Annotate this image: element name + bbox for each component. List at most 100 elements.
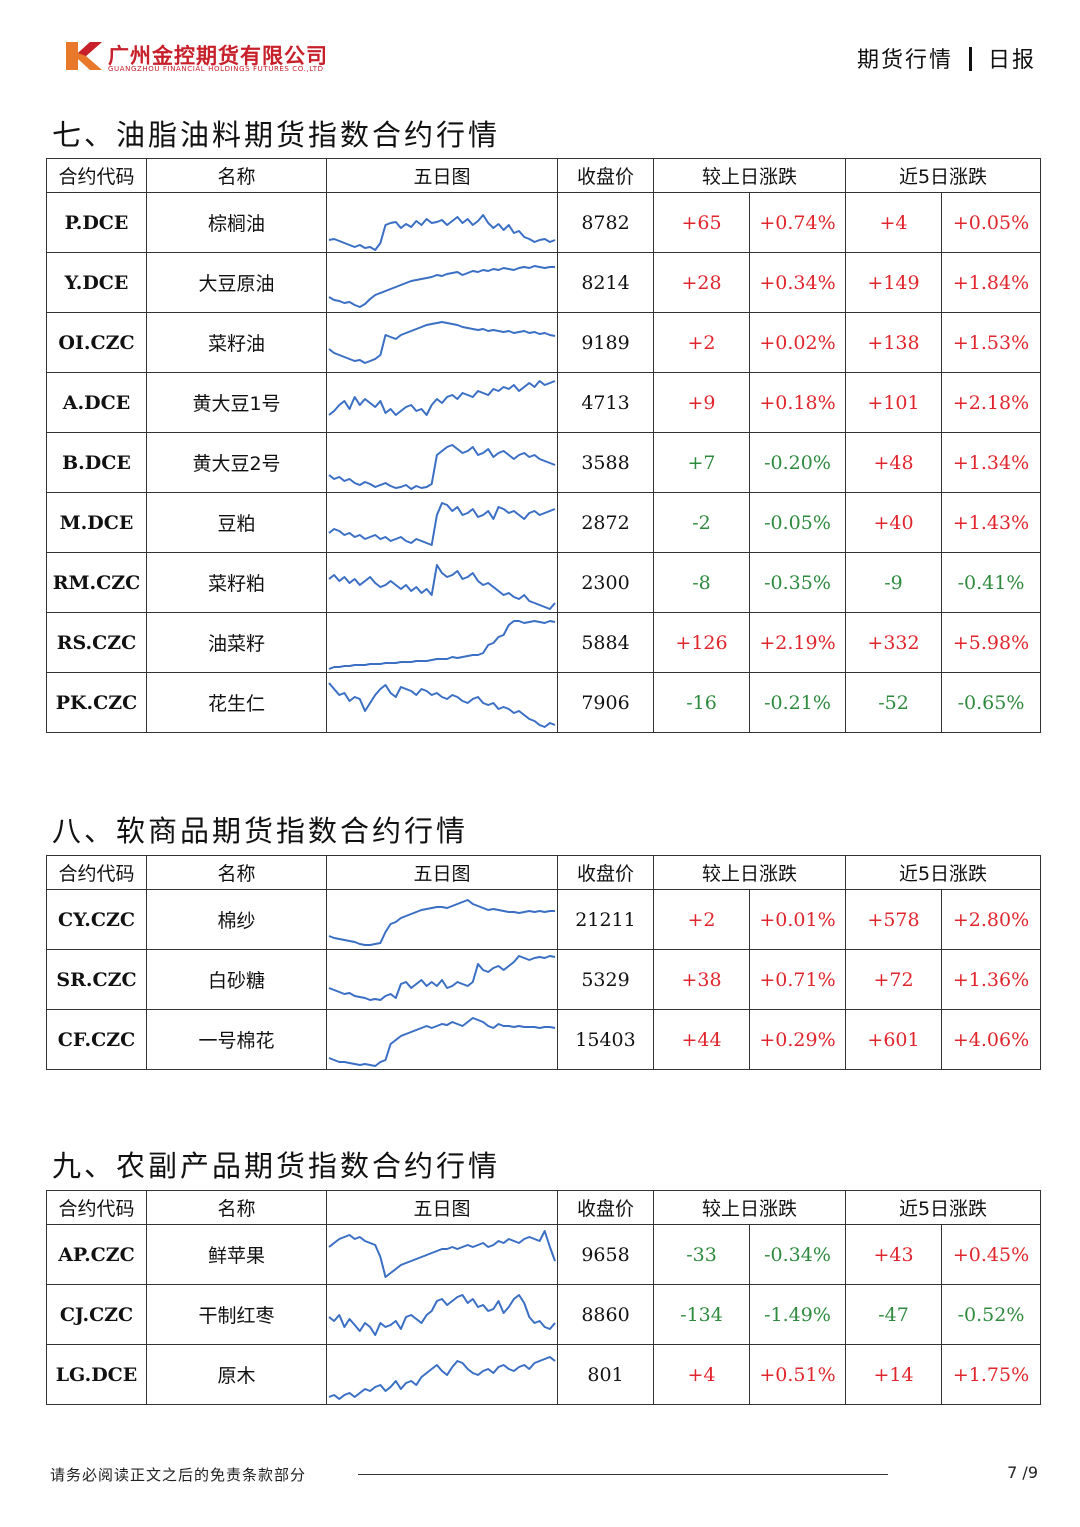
disclaimer-note: 请务必阅读正文之后的免责条款部分 <box>50 1466 307 1484</box>
five-day-chart <box>326 492 558 553</box>
contract-code: OI.CZC <box>46 312 147 373</box>
day-change-pct: -0.34% <box>748 1224 847 1285</box>
contract-name: 白砂糖 <box>146 949 327 1010</box>
close-price: 2872 <box>557 492 654 553</box>
table-row: CF.CZC 一号棉花 15403 +44 +0.29% +601 +4.06% <box>46 1009 1042 1070</box>
section-title: 九、农副产品期货指数合约行情 <box>52 1149 501 1183</box>
five-day-chart <box>326 1224 558 1285</box>
close-price: 5884 <box>557 612 654 673</box>
contract-name: 棕榈油 <box>146 192 327 253</box>
sparkline <box>328 1229 556 1278</box>
day-change-pct: -1.49% <box>748 1284 847 1345</box>
company-logo: 广州金控期货有限公司 GUANGZHOU FINANCIAL HOLDINGS … <box>64 38 364 78</box>
day-change-pct: +0.34% <box>748 252 847 313</box>
day-change: +4 <box>653 1344 750 1405</box>
five-day-change-pct: +4.06% <box>941 1009 1042 1070</box>
sparkline-path <box>328 264 555 308</box>
five-day-chart <box>326 552 558 613</box>
col-header-close: 收盘价 <box>557 855 654 890</box>
five-day-change-pct: +0.45% <box>941 1224 1042 1285</box>
sparkline <box>328 379 556 416</box>
sparkline-path <box>328 320 556 364</box>
five-day-change: +332 <box>845 612 943 673</box>
day-change-pct: +0.18% <box>748 372 847 433</box>
contract-code: AP.CZC <box>46 1224 147 1285</box>
five-day-change-pct: +2.18% <box>941 372 1042 433</box>
five-day-chart <box>326 1284 558 1345</box>
day-change-pct: +2.19% <box>748 612 847 673</box>
table-row: RM.CZC 菜籽粕 2300 -8 -0.35% -9 -0.41% <box>46 552 1042 613</box>
contract-name: 菜籽油 <box>146 312 327 373</box>
sparkline-path <box>328 213 556 251</box>
sparkline-path <box>328 501 556 546</box>
sparkline <box>328 1293 556 1336</box>
contract-code: M.DCE <box>46 492 147 553</box>
close-price: 21211 <box>557 889 654 950</box>
day-change-pct: +0.02% <box>748 312 847 373</box>
col-header-code: 合约代码 <box>46 158 147 193</box>
five-day-chart <box>326 252 558 313</box>
contract-code: SR.CZC <box>46 949 147 1010</box>
contract-code: A.DCE <box>46 372 147 433</box>
contract-name: 黄大豆2号 <box>146 432 327 493</box>
five-day-change-pct: +1.75% <box>941 1344 1042 1405</box>
contract-name: 油菜籽 <box>146 612 327 673</box>
report-type: 期货行情 <box>856 48 953 73</box>
col-header-name: 名称 <box>146 855 327 890</box>
table-row: LG.DCE 原木 801 +4 +0.51% +14 +1.75% <box>46 1344 1042 1405</box>
sparkline <box>328 501 556 546</box>
contract-name: 菜籽粕 <box>146 552 327 613</box>
contract-name: 一号棉花 <box>146 1009 327 1070</box>
day-change-pct: +0.01% <box>748 889 847 950</box>
table-header-row: 合约代码 名称 五日图 收盘价 较上日涨跌 近5日涨跌 <box>46 855 1042 890</box>
sparkline-path <box>328 563 556 610</box>
five-day-change: -52 <box>845 672 943 733</box>
contract-name: 大豆原油 <box>146 252 327 313</box>
five-day-change: +601 <box>845 1009 943 1070</box>
day-change: +126 <box>653 612 750 673</box>
contract-name: 黄大豆1号 <box>146 372 327 433</box>
sparkline-path <box>328 954 556 1001</box>
five-day-change: +138 <box>845 312 943 373</box>
contract-code: P.DCE <box>46 192 147 253</box>
five-day-change-pct: +1.84% <box>941 252 1042 313</box>
close-price: 9189 <box>557 312 654 373</box>
table-row: PK.CZC 花生仁 7906 -16 -0.21% -52 -0.65% <box>46 672 1042 733</box>
table-header-row: 合约代码 名称 五日图 收盘价 较上日涨跌 近5日涨跌 <box>46 1190 1042 1225</box>
close-price: 15403 <box>557 1009 654 1070</box>
day-change-pct: -0.20% <box>748 432 847 493</box>
five-day-change-pct: +5.98% <box>941 612 1042 673</box>
table-row: CJ.CZC 干制红枣 8860 -134 -1.49% -47 -0.52% <box>46 1284 1042 1345</box>
day-change: -8 <box>653 552 750 613</box>
page-number: 7 /9 <box>1007 1463 1038 1482</box>
five-day-chart <box>326 672 558 733</box>
close-price: 9658 <box>557 1224 654 1285</box>
five-day-change: +40 <box>845 492 943 553</box>
sparkline-path <box>328 1229 556 1278</box>
five-day-change-pct: -0.41% <box>941 552 1042 613</box>
day-change-pct: +0.71% <box>748 949 847 1010</box>
sparkline <box>328 681 556 728</box>
close-price: 8214 <box>557 252 654 313</box>
five-day-change-pct: +1.53% <box>941 312 1042 373</box>
day-change: +65 <box>653 192 750 253</box>
contract-code: CY.CZC <box>46 889 147 950</box>
col-header-chart: 五日图 <box>326 855 558 890</box>
sparkline <box>328 619 556 670</box>
table-row: A.DCE 黄大豆1号 4713 +9 +0.18% +101 +2.18% <box>46 372 1042 433</box>
contract-code: RM.CZC <box>46 552 147 613</box>
sparkline-path <box>328 379 556 416</box>
day-change: -33 <box>653 1224 750 1285</box>
five-day-change: +14 <box>845 1344 943 1405</box>
five-day-chart <box>326 1009 558 1070</box>
col-header-day-change: 较上日涨跌 <box>652 1190 847 1225</box>
close-price: 4713 <box>557 372 654 433</box>
five-day-change-pct: +1.36% <box>941 949 1042 1010</box>
five-day-change-pct: +2.80% <box>941 889 1042 950</box>
sparkline <box>328 898 555 946</box>
five-day-change: +48 <box>845 432 943 493</box>
sparkline <box>328 213 556 251</box>
footer-divider <box>358 1474 888 1475</box>
table-row: RS.CZC 油菜籽 5884 +126 +2.19% +332 +5.98% <box>46 612 1042 673</box>
close-price: 8860 <box>557 1284 654 1345</box>
